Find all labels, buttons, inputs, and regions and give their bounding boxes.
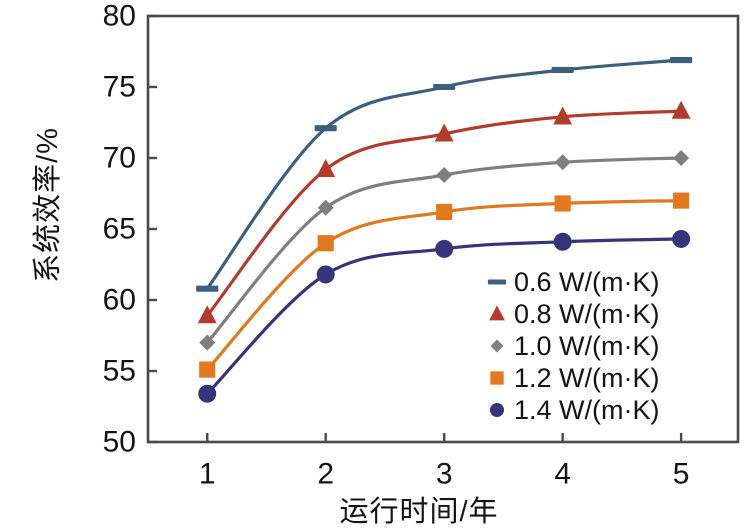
marker-diamond: [199, 334, 216, 351]
legend-label: 1.2 W/(m·K): [514, 363, 660, 393]
marker-square: [554, 195, 571, 212]
marker-circle: [672, 229, 691, 248]
marker-circle: [553, 232, 572, 251]
y-tick-label: 65: [103, 213, 136, 246]
marker-square: [436, 203, 453, 221]
y-tick-label: 80: [103, 0, 136, 33]
marker-dash: [314, 125, 337, 132]
legend-marker-dash: [487, 279, 507, 285]
legend-label: 1.0 W/(m·K): [514, 331, 660, 361]
marker-triangle: [316, 159, 336, 178]
marker-circle: [316, 265, 335, 284]
y-tick-label: 70: [103, 142, 136, 175]
marker-dash: [196, 285, 219, 292]
marker-dash: [433, 83, 456, 91]
x-tick-label: 1: [199, 458, 216, 491]
marker-square: [673, 192, 690, 209]
y-tick-label: 75: [103, 71, 136, 104]
legend-marker-square: [490, 371, 504, 385]
series-line: [205, 58, 683, 291]
marker-dash: [670, 56, 693, 64]
x-axis-title: 运行时间/年: [339, 496, 499, 528]
marker-circle: [198, 384, 217, 403]
series-line: [205, 199, 683, 372]
marker-triangle: [671, 100, 691, 119]
series-line: [205, 156, 683, 345]
marker-dash: [551, 66, 574, 74]
marker-diamond: [554, 154, 571, 171]
marker-circle: [435, 239, 454, 258]
y-tick-label: 50: [103, 426, 136, 459]
x-tick-label: 5: [673, 458, 690, 491]
marker-square: [317, 235, 334, 252]
series-line: [205, 237, 683, 396]
marker-triangle: [434, 123, 454, 142]
legend-label: 1.4 W/(m·K): [514, 395, 660, 425]
legend-marker-circle: [490, 403, 504, 417]
marker-triangle: [553, 106, 573, 125]
marker-square: [199, 361, 216, 378]
legend-marker-diamond: [490, 339, 504, 353]
x-tick-label: 4: [554, 458, 571, 491]
x-tick-label: 2: [317, 458, 334, 491]
marker-diamond: [317, 199, 334, 216]
series-line: [205, 109, 683, 318]
legend-marker-triangle: [489, 305, 505, 321]
y-tick-label: 55: [103, 355, 136, 388]
marker-diamond: [673, 150, 690, 166]
legend-label: 0.8 W/(m·K): [514, 299, 660, 329]
marker-diamond: [436, 167, 453, 184]
legend-label: 0.6 W/(m·K): [514, 267, 660, 297]
y-tick-label: 60: [103, 284, 136, 317]
marker-triangle: [197, 305, 217, 324]
x-tick-label: 3: [436, 458, 453, 491]
y-axis-title: 系统效率/%: [32, 127, 64, 283]
